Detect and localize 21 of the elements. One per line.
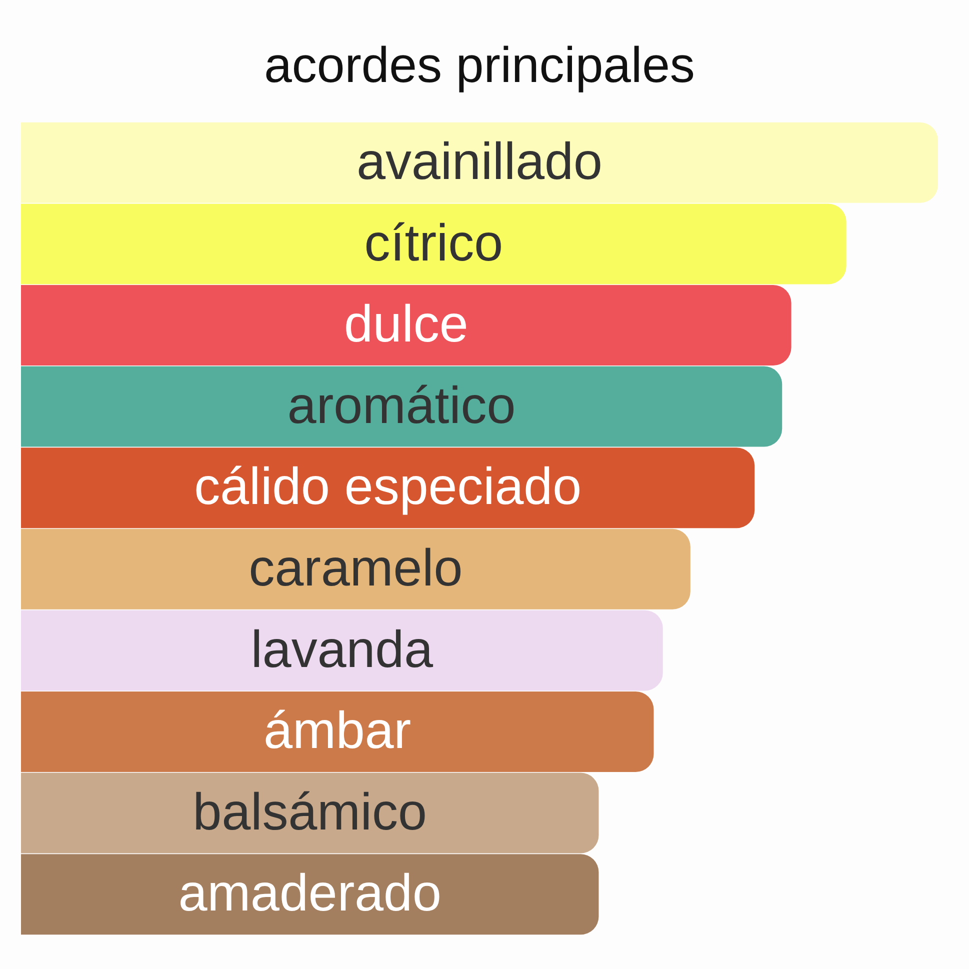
bar xyxy=(21,772,599,854)
bar xyxy=(21,366,782,447)
y-tick-label: aromático xyxy=(287,376,516,435)
bar xyxy=(21,448,755,528)
y-tick-label: cálido especiado xyxy=(194,458,582,516)
y-tick-label: dulce xyxy=(344,296,468,354)
bar xyxy=(21,610,663,691)
bar xyxy=(21,528,690,610)
bar xyxy=(21,285,792,366)
y-tick-label: ámbar xyxy=(264,702,412,760)
y-tick-label: avainillado xyxy=(356,132,602,191)
bar xyxy=(21,692,654,772)
y-tick-label: lavanda xyxy=(250,620,434,679)
y-tick-label: caramelo xyxy=(248,539,463,598)
bar xyxy=(21,204,846,284)
y-tick-label: cítrico xyxy=(364,214,503,272)
chart-title: acordes principales xyxy=(264,36,695,93)
bar xyxy=(21,854,599,935)
y-tick-label: amaderado xyxy=(178,864,442,923)
bar xyxy=(21,122,938,203)
y-tick-label: balsámico xyxy=(192,783,427,842)
